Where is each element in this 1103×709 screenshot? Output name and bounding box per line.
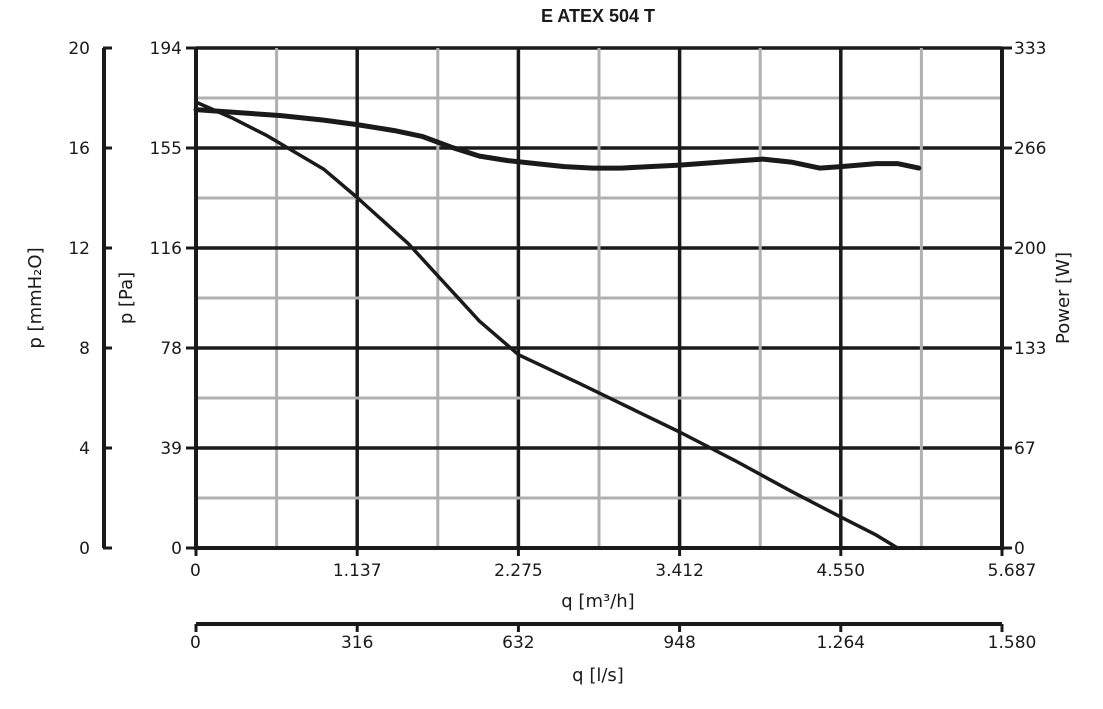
y-tick-power: 0 [1014, 539, 1025, 559]
y-axis-label-power: Power [W] [1053, 252, 1074, 344]
y-tick-mmh2o: 16 [68, 139, 90, 159]
y-tick-power: 200 [1014, 239, 1046, 259]
y-axis-label-mmh2o: p [mmH₂O] [25, 247, 46, 348]
x-axis-label-ls: q [l/s] [572, 665, 624, 686]
x-tick-label-m3h: 3.412 [655, 561, 704, 581]
y-tick-pa: 155 [150, 139, 182, 159]
y-tick-mmh2o: 12 [68, 239, 90, 259]
y-axis-label-pa: p [Pa] [116, 272, 137, 324]
power-curve [193, 107, 922, 171]
y-tick-power: 266 [1014, 139, 1046, 159]
axes [102, 46, 1012, 632]
pressure-curve [194, 100, 900, 550]
x-axis-label-m3h: q [m³/h] [561, 591, 634, 612]
y-tick-power: 133 [1014, 339, 1046, 359]
y-tick-mmh2o: 4 [79, 439, 90, 459]
x-tick-label-m3h: 1.137 [333, 561, 382, 581]
x-tick-label-ls: 948 [663, 633, 695, 653]
y-tick-pa: 116 [150, 239, 182, 259]
y-tick-pa: 78 [160, 339, 182, 359]
x-tick-label-ls: 1.580 [988, 633, 1037, 653]
y-tick-power: 333 [1014, 39, 1046, 59]
x-tick-label-ls: 1.264 [816, 633, 865, 653]
y-tick-mmh2o: 8 [79, 339, 90, 359]
y-tick-pa: 0 [171, 539, 182, 559]
x-tick-label-m3h: 5.687 [988, 561, 1037, 581]
y-tick-mmh2o: 20 [68, 39, 90, 59]
grid [194, 46, 1004, 550]
y-tick-mmh2o: 0 [79, 539, 90, 559]
x-tick-label-m3h: 4.550 [816, 561, 865, 581]
y-tick-power: 67 [1014, 439, 1036, 459]
x-tick-label-ls: 0 [190, 633, 201, 653]
x-tick-label-ls: 316 [341, 633, 373, 653]
y-tick-pa: 194 [150, 39, 182, 59]
chart-title: E ATEX 504 T [541, 6, 655, 26]
x-tick-label-ls: 632 [502, 633, 534, 653]
series-layer [193, 100, 922, 550]
x-tick-label-m3h: 2.275 [494, 561, 543, 581]
x-tick-label-m3h: 0 [190, 561, 201, 581]
y-tick-pa: 39 [160, 439, 182, 459]
